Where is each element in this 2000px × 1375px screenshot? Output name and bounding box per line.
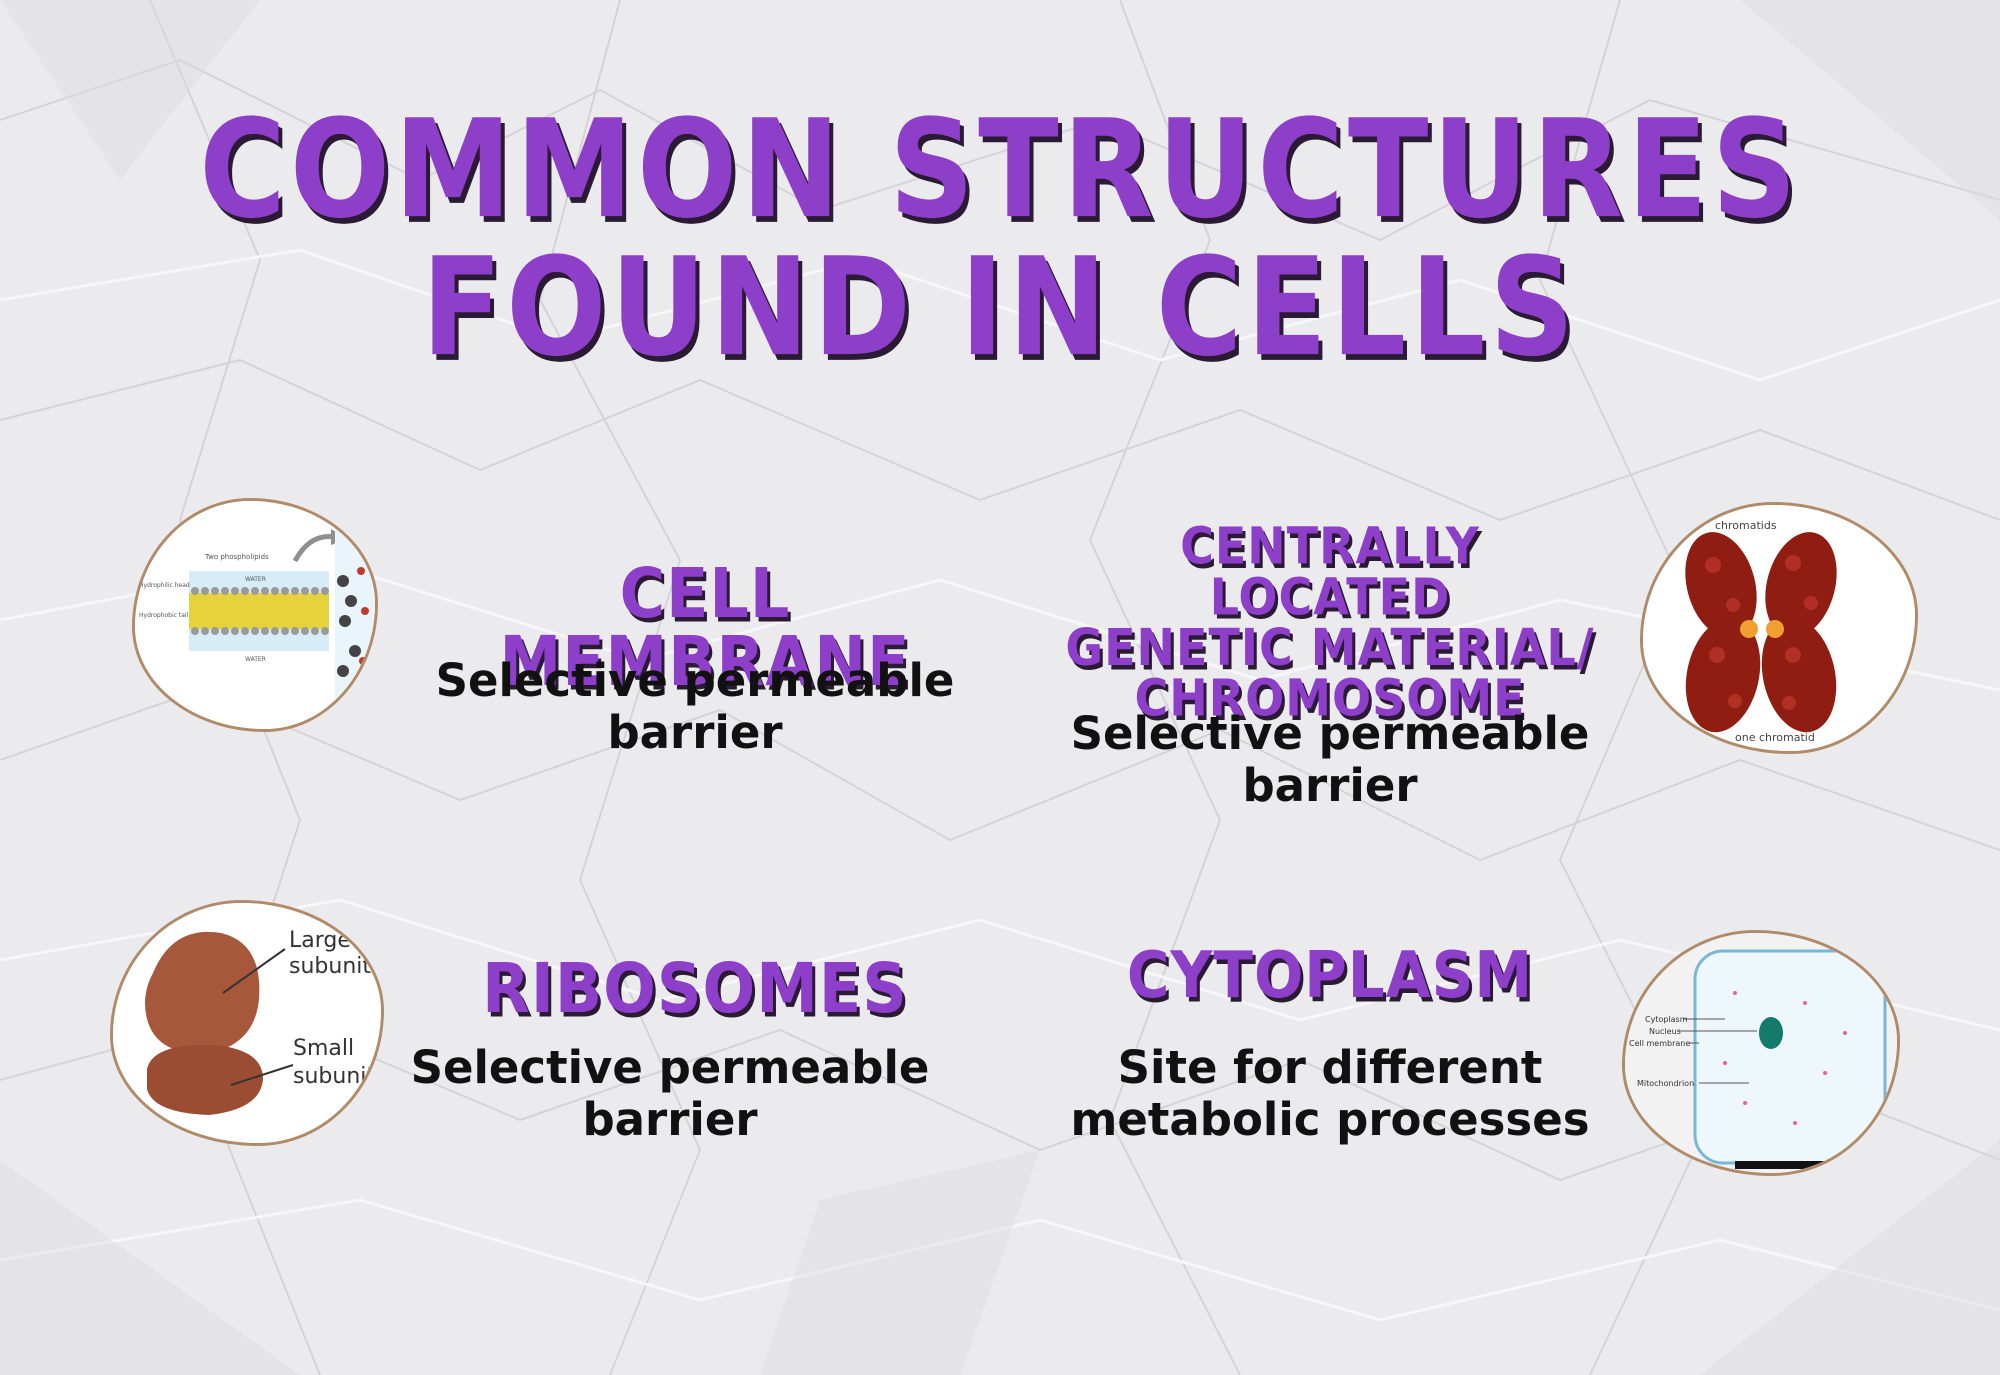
chromosome-label-top: chromatids — [1715, 519, 1777, 532]
chromosome-description: Selective permeable barrier — [1030, 708, 1630, 812]
cell-membrane-description-line-2: barrier — [607, 706, 783, 759]
page-title-line-1: COMMON STRUCTURES — [199, 89, 1801, 249]
membrane-label-hydrophilic: Hydrophilic head — [139, 582, 190, 589]
ribosome-label-large-2: subunit — [289, 954, 371, 979]
membrane-label-water-bottom: WATER — [245, 656, 266, 663]
ribosome-label-small-2: subunit — [293, 1064, 375, 1089]
cytoplasm-heading: CYTOPLASM — [1126, 937, 1534, 1013]
membrane-label-water-top: WATER — [245, 576, 266, 583]
ribosomes-description: Selective permeable barrier — [370, 1042, 970, 1146]
chromosome-label-bottom: one chromatid — [1735, 731, 1815, 744]
cytoplasm-label-membrane: Cell membrane — [1629, 1039, 1690, 1048]
chromosome-description-line-2: barrier — [1242, 759, 1418, 812]
cytoplasm-image: Cytoplasm Nucleus Cell membrane Mitochon… — [1622, 930, 1900, 1176]
cell-membrane-heading: CELL MEMBRANE — [499, 553, 911, 702]
ribosome-label-large-1: Large — [289, 928, 351, 953]
cytoplasm-label-mito: Mitochondrion — [1637, 1079, 1694, 1088]
cell-membrane-description-line-1: Selective permeable — [435, 654, 955, 707]
ribosome-label-small-1: Small — [293, 1036, 354, 1061]
ribosomes-heading: RIBOSOMES — [482, 948, 908, 1029]
chromosome-description-line-1: Selective permeable — [1070, 707, 1590, 760]
chromosome-heading: CENTRALLY LOCATED GENETIC MATERIAL/ CHRO… — [1060, 521, 1600, 723]
chromosome-heading-line-1: CENTRALLY LOCATED — [1180, 516, 1480, 627]
cytoplasm-label-nucleus: Nucleus — [1649, 1027, 1681, 1036]
page-title-line-2: FOUND IN CELLS — [421, 227, 1579, 387]
cytoplasm-description-line-1: Site for different — [1117, 1041, 1543, 1094]
ribosomes-description-line-2: barrier — [582, 1093, 758, 1146]
chromosome-heading-line-3: CHROMOSOME — [1134, 668, 1526, 728]
cytoplasm-description-line-2: metabolic processes — [1070, 1093, 1590, 1146]
cytoplasm-label-cytoplasm: Cytoplasm — [1645, 1015, 1688, 1024]
chromosome-heading-line-2: GENETIC MATERIAL/ — [1065, 617, 1595, 677]
ribosome-image: Large subunit Small subunit — [110, 900, 384, 1146]
membrane-label-two-phospholipids: Two phospholipids — [204, 553, 269, 561]
ribosomes-description-line-1: Selective permeable — [410, 1041, 930, 1094]
cell-membrane-image: Two phospholipids WATER WATER Hydrophili… — [132, 498, 378, 732]
membrane-label-hydrophobic: Hydrophobic tail — [139, 612, 189, 619]
cell-membrane-description: Selective permeable barrier — [395, 655, 995, 759]
chromosome-image: chromatids one chromatid — [1640, 502, 1918, 754]
cytoplasm-description: Site for different metabolic processes — [1030, 1042, 1630, 1146]
